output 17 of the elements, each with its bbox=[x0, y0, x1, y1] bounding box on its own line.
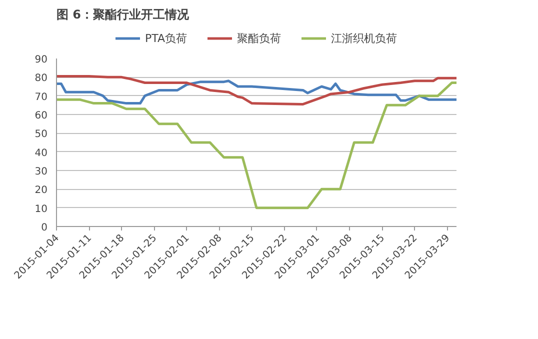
y-tick-label: 60 bbox=[34, 110, 48, 122]
y-tick-label: 50 bbox=[34, 129, 48, 140]
line-series bbox=[56, 82, 456, 210]
chart-title: 图 6：聚酯行业开工情况 bbox=[56, 8, 190, 22]
legend-label: PTA负荷 bbox=[144, 30, 188, 46]
line-series bbox=[56, 80, 456, 105]
line-series bbox=[56, 74, 456, 106]
y-tick-label: 70 bbox=[34, 92, 48, 103]
y-tick-label: 0 bbox=[41, 222, 48, 234]
legend-label: 江浙织机负荷 bbox=[331, 30, 398, 46]
y-tick-label: 80 bbox=[34, 73, 48, 84]
y-tick-label: 10 bbox=[34, 204, 48, 215]
y-tick-label: 40 bbox=[34, 148, 48, 159]
y-tick-label: 20 bbox=[34, 185, 48, 196]
legend-label: 聚酯负荷 bbox=[237, 30, 282, 46]
y-tick-label: 30 bbox=[34, 166, 48, 178]
y-tick-label: 90 bbox=[34, 54, 48, 66]
